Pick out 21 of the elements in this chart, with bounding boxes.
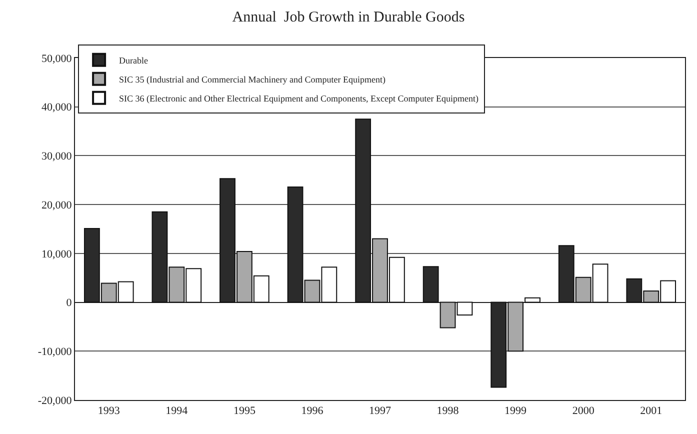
x-tick-label: 1994 [166, 405, 188, 418]
y-tick-label: 10,000 [42, 248, 72, 260]
y-tick-label: 50,000 [42, 52, 72, 65]
legend-label: Durable [119, 55, 148, 66]
x-tick-label: 1993 [98, 405, 120, 418]
chart-title: Annual Job Growth in Durable Goods [232, 9, 465, 26]
x-tick-label: 2001 [640, 405, 662, 418]
x-tick-label: 1999 [504, 405, 528, 418]
x-tick-label: 1995 [233, 405, 256, 418]
x-tick-label: 1998 [436, 405, 460, 418]
y-tick-label: -10,000 [38, 346, 72, 358]
y-tick-label: 30,000 [42, 150, 72, 163]
x-tick-label: 1997 [369, 405, 392, 418]
y-tick-label: 0 [66, 297, 72, 310]
legend-label: SIC 36 (Electronic and Other Electrical Equipment and Components, Except Computer Equipment) [119, 93, 478, 104]
x-tick-label: 2000 [572, 405, 595, 418]
y-tick-label: 40,000 [42, 102, 72, 114]
y-tick-label: 20,000 [42, 199, 72, 212]
legend-label: SIC 35 (Industrial and Commercial Machinery and Computer Equipment) [119, 74, 386, 84]
x-tick-label: 1996 [301, 405, 324, 418]
y-tick-label: -20,000 [38, 394, 72, 407]
